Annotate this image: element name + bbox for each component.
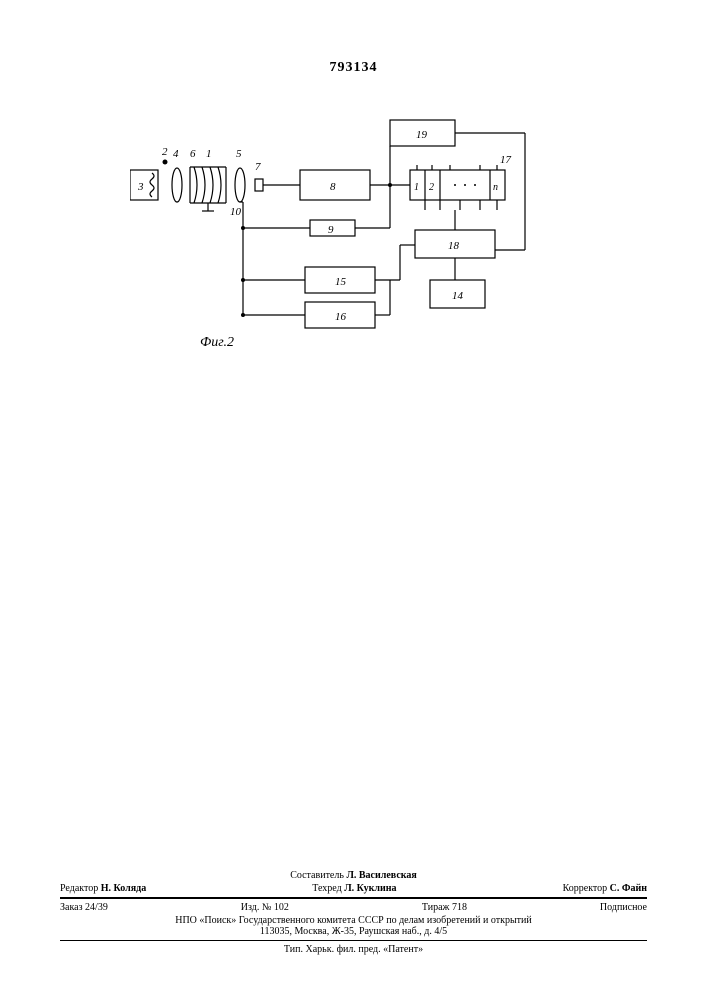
svg-text:9: 9 xyxy=(328,224,334,236)
svg-text:n: n xyxy=(493,182,498,193)
schematic-diagram: 3 2 4 6 1 5 7 8 19 xyxy=(130,115,550,345)
svg-text:4: 4 xyxy=(173,148,179,160)
patent-number: 793134 xyxy=(0,60,707,76)
figure-label: Фиг.2 xyxy=(200,335,234,351)
svg-text:15: 15 xyxy=(335,276,347,288)
svg-text:17: 17 xyxy=(500,154,512,166)
org-line-1: НПО «Поиск» Государственного комитета СС… xyxy=(60,915,647,926)
compiler-line: Составитель Л. Василевская xyxy=(60,870,647,881)
techred: Техред Л. Куклина xyxy=(312,883,396,894)
imprint-footer: Составитель Л. Василевская Редактор Н. К… xyxy=(60,870,647,955)
svg-text:7: 7 xyxy=(255,161,261,173)
credits-row: Редактор Н. Коляда Техред Л. Куклина Кор… xyxy=(60,883,647,894)
edition-number: Изд. № 102 xyxy=(241,902,289,913)
circulation: Тираж 718 xyxy=(422,902,467,913)
svg-text:18: 18 xyxy=(448,240,460,252)
svg-text:14: 14 xyxy=(452,290,464,302)
svg-text:8: 8 xyxy=(330,181,336,193)
svg-text:16: 16 xyxy=(335,311,347,323)
svg-text:19: 19 xyxy=(416,129,428,141)
svg-text:10: 10 xyxy=(230,206,242,218)
svg-text:3: 3 xyxy=(137,181,144,193)
svg-text:5: 5 xyxy=(236,148,242,160)
svg-text:2: 2 xyxy=(429,182,434,193)
svg-text:2: 2 xyxy=(162,146,168,158)
compiler-name: Л. Василевская xyxy=(346,870,416,881)
svg-text:1: 1 xyxy=(206,148,212,160)
compiler-label: Составитель xyxy=(290,870,344,881)
corrector: Корректор С. Файн xyxy=(563,883,647,894)
subscription: Подписное xyxy=(600,902,647,913)
org-line-2: 113035, Москва, Ж-35, Раушская наб., д. … xyxy=(60,926,647,937)
editor: Редактор Н. Коляда xyxy=(60,883,146,894)
printer-line: Тип. Харьк. фил. пред. «Патент» xyxy=(60,944,647,955)
order-number: Заказ 24/39 xyxy=(60,902,108,913)
svg-text:1: 1 xyxy=(414,182,419,193)
svg-text:6: 6 xyxy=(190,148,196,160)
print-info-row: Заказ 24/39 Изд. № 102 Тираж 718 Подписн… xyxy=(60,902,647,913)
